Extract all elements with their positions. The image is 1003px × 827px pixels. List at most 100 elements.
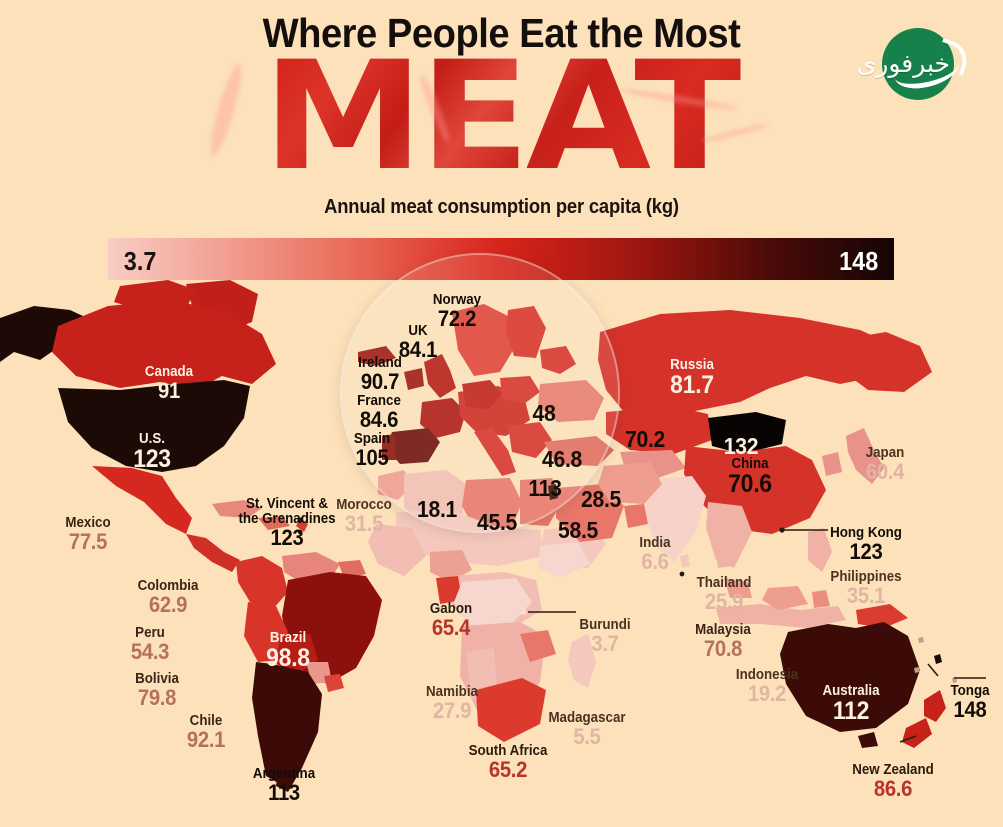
region-balkans [508, 422, 552, 458]
map-label-value: 148 [953, 696, 987, 722]
country-israel [548, 484, 558, 500]
country-poland [500, 376, 540, 404]
country-spain [386, 428, 440, 464]
country-drc [454, 578, 532, 630]
leader-line-tonga-mark [927, 663, 939, 677]
map-label-mexico: Mexico 77.5 [63, 516, 112, 553]
map-label-australia: Australia 112 [820, 684, 882, 724]
country-saudi-arabia [556, 484, 624, 542]
map-value-iran: 28.5 [579, 487, 623, 511]
legend-min-value: 3.7 [123, 246, 157, 276]
map-label-peru: Peru 54.3 [129, 626, 171, 663]
map-label-name: the Grenadines [238, 510, 336, 527]
country-uk [424, 354, 456, 398]
map-label-japan: Japan 60.4 [864, 446, 906, 483]
map-label-value: 70.6 [728, 469, 772, 498]
map-label-name: St. Vincent & [245, 496, 329, 512]
country-peru [244, 602, 288, 662]
island-madagascar [568, 634, 596, 688]
map-label-france: France 84.6 [355, 394, 403, 431]
map-label-name: Namibia [426, 684, 478, 700]
region-guianas [338, 560, 366, 578]
map-value-mongolia: 132 [722, 434, 759, 458]
island-sulawesi [812, 590, 830, 608]
country-zimbabwe [520, 630, 556, 662]
map-label-value: 54.3 [130, 638, 170, 664]
map-label-name: China [731, 456, 769, 472]
country-iceland [358, 346, 396, 366]
map-label-value: 18.1 [416, 496, 458, 522]
map-label-morocco: Morocco 31.5 [334, 498, 394, 535]
map-label-name: Philippines [830, 569, 902, 585]
country-mexico [92, 466, 192, 534]
world-choropleth-map: Canada 91 U.S. 123 Mexico 77.5 St. Vincent & th… [0, 255, 1003, 827]
country-morocco [378, 470, 412, 500]
headline-word-text: MEAT [262, 30, 745, 204]
map-label-name: Australia [822, 683, 880, 699]
map-label-colombia: Colombia 62.9 [135, 579, 201, 616]
map-label-name: Brazil [269, 630, 307, 646]
country-portugal [382, 434, 396, 460]
map-label-name: Bolivia [135, 671, 179, 687]
map-label-name: Thailand [696, 575, 752, 591]
country-gabon [436, 576, 462, 604]
map-label-name: France [357, 393, 401, 409]
map-value-turkey: 46.8 [540, 447, 584, 471]
map-label-value: 105 [355, 444, 389, 470]
country-ireland [404, 368, 424, 390]
country-germany [462, 380, 502, 410]
country-turkey [544, 436, 614, 466]
map-label-value: 65.2 [488, 756, 528, 782]
map-label-name: Japan [865, 445, 905, 461]
map-label-value: 86.6 [873, 775, 913, 801]
map-label-value: 123 [270, 524, 304, 550]
map-label-value: 70.8 [703, 635, 743, 661]
map-label-value: 25.9 [704, 588, 744, 614]
map-label-namibia: Namibia 27.9 [424, 685, 480, 722]
logo-script-text: خبرفوری [856, 49, 950, 78]
map-label-uk: UK 84.1 [397, 324, 439, 361]
map-label-value: 31.5 [344, 510, 384, 536]
country-indonesia [716, 604, 846, 628]
map-value-israel: 113 [527, 475, 563, 501]
country-argentina [272, 664, 322, 792]
map-label-malaysia: Malaysia 70.8 [693, 623, 753, 660]
map-label-chile: Chile 92.1 [185, 714, 227, 751]
region-scandinavia [452, 304, 518, 376]
map-label-russia: Russia 81.7 [668, 358, 716, 398]
map-label-value: 58.5 [557, 517, 599, 543]
map-label-value: 77.5 [68, 528, 108, 554]
region-korea [822, 452, 842, 476]
map-label-value: 72.2 [437, 305, 477, 331]
region-baltics [540, 346, 576, 374]
map-label-philippines: Philippines 35.1 [827, 570, 904, 607]
map-label-name: Indonesia [735, 667, 799, 683]
map-label-value: 5.5 [573, 723, 601, 749]
map-label-new-zealand: New Zealand 86.6 [849, 763, 938, 800]
map-label-name: Burundi [579, 617, 631, 633]
country-italy [474, 428, 516, 476]
country-papua-new-guinea [856, 604, 908, 628]
map-label-value: 45.5 [476, 509, 518, 535]
leader-dot-st-vincent-1 [297, 517, 303, 523]
map-label-value: 70.2 [624, 426, 666, 452]
map-label-value: 113 [268, 779, 300, 805]
map-label-name: Russia [670, 357, 714, 373]
map-label-brazil: Brazil 98.8 [264, 631, 311, 671]
map-label-name: Canada [144, 364, 194, 380]
country-libya [462, 478, 522, 528]
country-united-states [58, 380, 250, 472]
map-label-value: 113 [528, 475, 562, 501]
island-hispaniola [258, 516, 290, 530]
map-label-value: 90.7 [360, 368, 400, 394]
map-value-ukraine: 48 [532, 401, 557, 425]
color-scale-legend: 3.7 148 [108, 238, 894, 280]
map-label-argentina: Argentina 113 [250, 767, 318, 804]
country-uae-oman [624, 504, 648, 528]
khabar-fouri-logo[interactable]: خبرفوری [856, 22, 972, 106]
country-ukraine [538, 380, 604, 422]
country-russia-east [838, 332, 932, 392]
map-label-india: India 6.6 [638, 536, 672, 573]
map-label-name: Argentina [252, 766, 316, 782]
map-label-value: 92.1 [186, 726, 226, 752]
